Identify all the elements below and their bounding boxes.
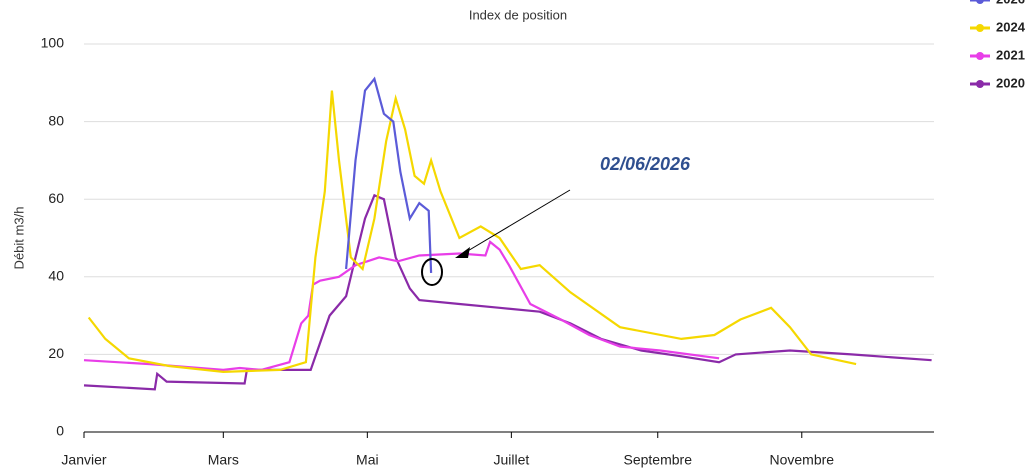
arrow-head bbox=[455, 247, 470, 258]
plot: 0 20 40 60 80 100 Janvier Mars Mai Juillet Septemb… bbox=[41, 0, 1026, 468]
y-tick-label: 40 bbox=[48, 268, 64, 284]
y-tick-label: 0 bbox=[56, 423, 64, 439]
y-axis-label: Débit m3/h bbox=[11, 207, 26, 270]
y-tick-label: 100 bbox=[41, 35, 65, 51]
annotation-arrow bbox=[465, 189, 571, 253]
x-tick-label: Mars bbox=[208, 452, 239, 468]
series-line bbox=[87, 90, 857, 374]
x-tick-label: Mai bbox=[356, 452, 379, 468]
series-line bbox=[345, 76, 433, 273]
legend-label: 2021 bbox=[996, 47, 1025, 62]
legend-label: 2026 bbox=[996, 0, 1025, 6]
highlight-ellipse bbox=[421, 258, 443, 286]
x-tick-label: Septembre bbox=[624, 452, 693, 468]
legend-marker bbox=[976, 24, 984, 32]
legend-marker bbox=[976, 0, 984, 4]
y-tick-label: 80 bbox=[48, 112, 64, 128]
x-tick-label: Janvier bbox=[61, 452, 106, 468]
legend-label: 2024 bbox=[996, 19, 1026, 34]
y-tick-label: 20 bbox=[48, 345, 64, 361]
legend-label: 2020 bbox=[996, 75, 1025, 90]
annotation: 02/06/2026 bbox=[600, 154, 691, 174]
legend-marker bbox=[976, 80, 984, 88]
y-tick-label: 60 bbox=[48, 190, 64, 206]
chart-title: Index de position bbox=[469, 7, 567, 22]
series-line bbox=[83, 240, 720, 372]
series-line bbox=[83, 193, 932, 391]
x-tick-label: Juillet bbox=[493, 452, 529, 468]
x-tick-label: Novembre bbox=[769, 452, 834, 468]
legend-marker bbox=[976, 52, 984, 60]
